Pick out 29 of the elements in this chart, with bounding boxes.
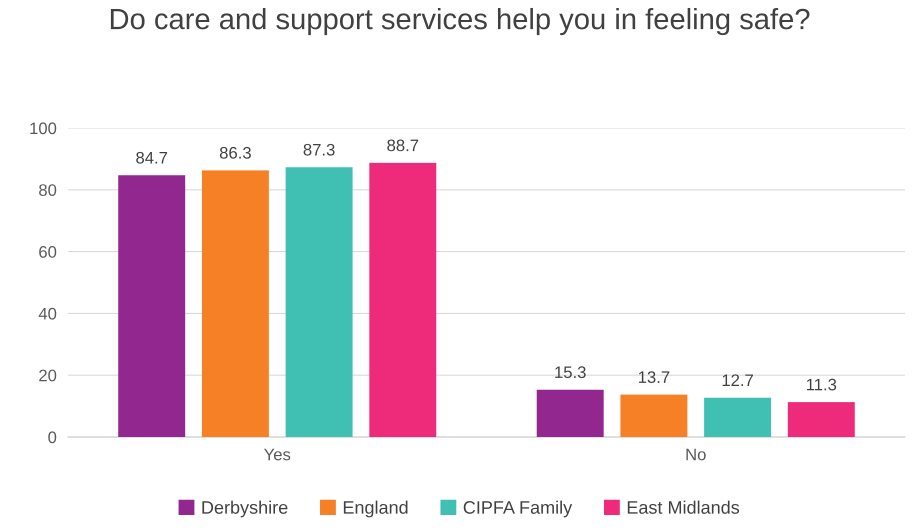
data-label: 88.7	[387, 139, 418, 152]
legend-label: Derbyshire	[202, 500, 288, 518]
data-label: 86.3	[220, 146, 251, 159]
bar	[536, 390, 604, 437]
bar	[369, 162, 436, 437]
x-tick-label: No	[686, 448, 706, 460]
y-tick-label: 60	[39, 246, 56, 258]
y-tick-label: 40	[38, 308, 56, 320]
y-tick-label: 20	[39, 370, 56, 382]
chart-title: Do care and support services help you in feeling safe?	[110, 8, 810, 36]
legend-label: CIPFA Family	[464, 500, 572, 518]
data-label: 13.7	[638, 371, 670, 384]
data-label: 15.3	[555, 366, 586, 378]
x-tick-label: Yes	[264, 448, 290, 460]
data-label: 12.7	[722, 374, 753, 386]
bar	[118, 175, 186, 437]
bar	[620, 394, 688, 437]
bar	[788, 402, 855, 437]
data-label: 84.7	[136, 152, 168, 164]
y-tick-label: 80	[39, 184, 56, 196]
bar	[704, 398, 772, 437]
y-tick-label: 0	[48, 431, 56, 444]
legend-label: England	[344, 500, 408, 518]
bar	[202, 170, 269, 437]
y-tick-label: 100	[30, 122, 56, 134]
bar	[286, 167, 353, 437]
legend-label: East Midlands	[628, 500, 740, 514]
data-label: 11.3	[806, 378, 836, 390]
data-label: 87.3	[304, 144, 335, 156]
